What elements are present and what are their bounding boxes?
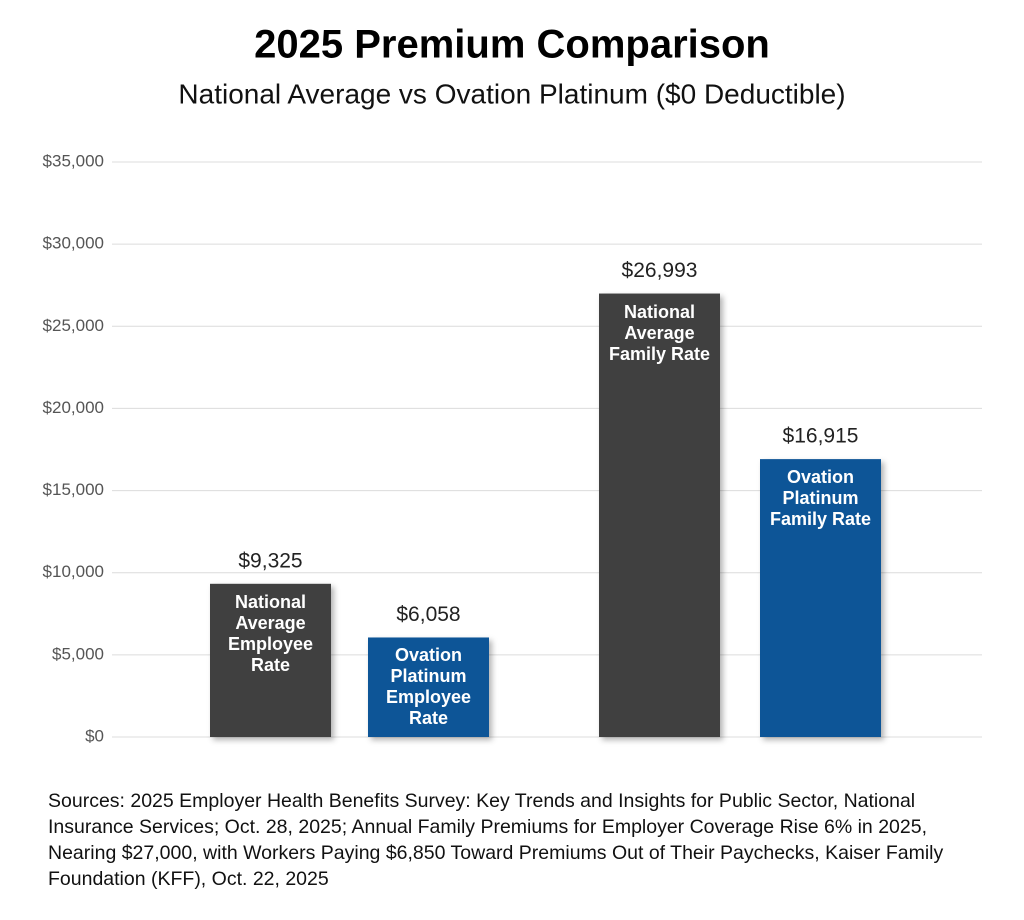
y-tick-label: $35,000 [43,151,104,170]
bar-label: Ovation Platinum Employee Rate [385,645,472,729]
bar [599,293,720,737]
bar-label-box: Ovation Platinum Employee Rate [385,645,472,729]
bar-label-box: Ovation Platinum Family Rate [769,467,872,530]
y-tick-label: $25,000 [43,316,104,335]
bar-label-box: National Average Family Rate [608,301,711,364]
y-tick-label: $20,000 [43,398,104,417]
y-tick-label: $30,000 [43,234,104,253]
chart-title: 2025 Premium Comparison [254,23,770,67]
y-tick-label: $5,000 [52,644,104,663]
bar-label: National Average Employee Rate [227,591,314,675]
source-note: Sources: 2025 Employer Health Benefits S… [48,790,944,890]
y-tick-label: $0 [85,726,104,745]
bar-label: National Average Family Rate [608,301,711,364]
y-tick-label: $10,000 [43,562,104,581]
bar-label-box: National Average Employee Rate [227,591,314,675]
value-label: $6,058 [396,603,460,626]
value-label: $16,915 [783,425,859,448]
value-label: $9,325 [238,549,302,572]
bar-label: Ovation Platinum Family Rate [769,467,872,530]
bar [368,637,489,737]
bar [760,459,881,737]
value-label: $26,993 [622,259,698,282]
chart-subtitle: National Average vs Ovation Platinum ($0… [178,78,845,109]
bar [210,583,331,737]
y-tick-label: $15,000 [43,480,104,499]
